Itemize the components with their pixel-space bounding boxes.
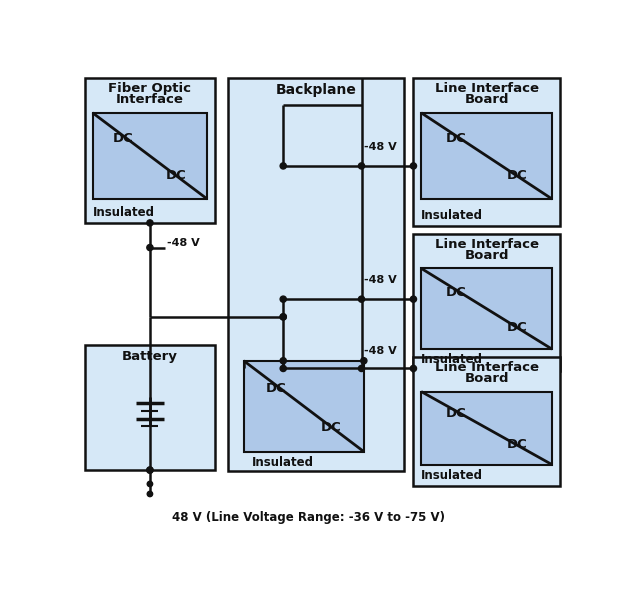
Circle shape xyxy=(410,296,416,302)
Circle shape xyxy=(280,358,286,364)
Bar xyxy=(421,113,552,199)
Circle shape xyxy=(147,220,153,226)
Text: Insulated: Insulated xyxy=(421,353,483,367)
Bar xyxy=(421,268,552,349)
Text: Line Interface: Line Interface xyxy=(435,82,538,95)
Circle shape xyxy=(410,365,416,371)
Text: DC: DC xyxy=(113,132,134,145)
Text: Board: Board xyxy=(464,249,509,262)
Text: Insulated: Insulated xyxy=(92,206,155,218)
Bar xyxy=(413,78,560,226)
Circle shape xyxy=(147,467,153,473)
Circle shape xyxy=(359,296,365,302)
Text: Line Interface: Line Interface xyxy=(435,361,538,374)
Text: Insulated: Insulated xyxy=(421,209,483,222)
Text: DC: DC xyxy=(266,382,286,395)
Circle shape xyxy=(280,314,286,320)
Bar xyxy=(421,392,552,464)
Text: DC: DC xyxy=(446,286,467,299)
Circle shape xyxy=(147,481,153,487)
Circle shape xyxy=(410,163,416,169)
Text: DC: DC xyxy=(166,169,187,182)
Bar xyxy=(92,113,208,199)
Circle shape xyxy=(280,314,286,320)
Text: Fiber Optic: Fiber Optic xyxy=(108,82,191,95)
Text: Battery: Battery xyxy=(122,350,178,362)
Text: Insulated: Insulated xyxy=(421,469,483,482)
Circle shape xyxy=(360,358,367,364)
Circle shape xyxy=(359,365,365,371)
Bar xyxy=(243,361,364,452)
Circle shape xyxy=(359,163,365,169)
Circle shape xyxy=(147,244,153,251)
Text: Line Interface: Line Interface xyxy=(435,238,538,251)
Bar xyxy=(413,357,560,486)
Circle shape xyxy=(280,365,286,371)
Text: Backplane: Backplane xyxy=(276,83,357,97)
Circle shape xyxy=(147,467,153,473)
Circle shape xyxy=(280,163,286,169)
Text: -48 V: -48 V xyxy=(167,238,200,248)
Text: DC: DC xyxy=(506,321,527,334)
Text: -48 V: -48 V xyxy=(364,142,396,152)
Bar xyxy=(413,233,560,371)
Circle shape xyxy=(280,296,286,302)
Bar xyxy=(228,78,404,471)
Text: DC: DC xyxy=(506,169,527,182)
Text: Board: Board xyxy=(464,93,509,106)
Text: DC: DC xyxy=(321,421,342,434)
Text: 48 V (Line Voltage Range: -36 V to -75 V): 48 V (Line Voltage Range: -36 V to -75 V… xyxy=(172,511,445,524)
Bar xyxy=(85,78,215,223)
Text: DC: DC xyxy=(446,132,467,145)
Bar xyxy=(85,346,215,470)
Text: -48 V: -48 V xyxy=(364,275,396,285)
Text: DC: DC xyxy=(446,407,467,420)
Text: -48 V: -48 V xyxy=(364,346,396,356)
Text: Insulated: Insulated xyxy=(252,456,313,469)
Text: DC: DC xyxy=(506,439,527,451)
Text: Board: Board xyxy=(464,372,509,385)
Text: Interface: Interface xyxy=(116,93,184,106)
Circle shape xyxy=(147,491,153,497)
